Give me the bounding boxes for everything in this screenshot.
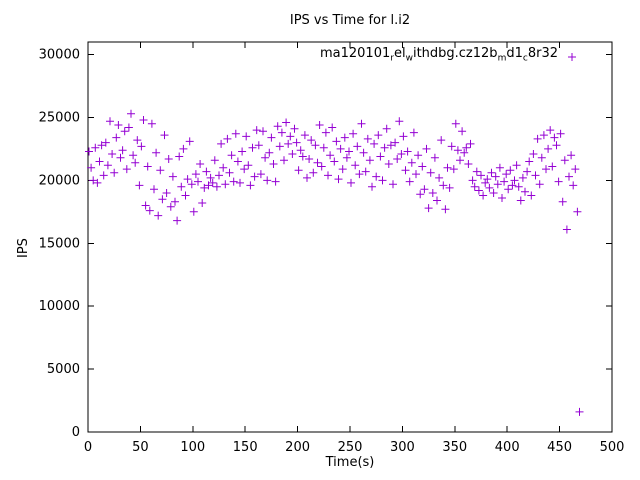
tick-labels: 0 50 100 150 200 250 300 350 400 450 5000500010000… [39, 48, 625, 455]
x-tick-label: 150 [233, 440, 258, 455]
x-tick-label: 450 [547, 440, 572, 455]
y-tick-label: 0 [72, 425, 80, 440]
x-tick-label: 100 [180, 440, 205, 455]
plot-border [87, 41, 613, 433]
y-tick-label: 30000 [39, 48, 80, 63]
x-axis-label: Time(s) [325, 455, 375, 470]
x-tick-label: 350 [442, 440, 467, 455]
y-axis-label: IPS [16, 238, 31, 258]
y-tick-label: 5000 [47, 362, 80, 377]
x-tick-label: 0 [84, 440, 92, 455]
x-tick-label: 500 [600, 440, 625, 455]
y-tick-label: 10000 [39, 299, 80, 314]
x-tick-label: 50 [132, 440, 149, 455]
x-tick-label: 300 [390, 440, 415, 455]
y-tick-label: 15000 [39, 236, 80, 251]
chart-title: IPS vs Time for l.i2 [289, 13, 411, 28]
x-tick-label: 400 [495, 440, 520, 455]
y-tick-label: 20000 [39, 173, 80, 188]
x-tick-label: 200 [285, 440, 310, 455]
legend: ma120101relwithdbg.cz12bmd1c8r32 [320, 46, 558, 64]
data-points [85, 109, 584, 416]
tick-marks [87, 42, 613, 433]
x-tick-label: 250 [338, 440, 363, 455]
legend-label: ma120101relwithdbg.cz12bmd1c8r32 [319, 46, 558, 64]
legend-marker-plus-icon [568, 53, 576, 61]
y-tick-label: 25000 [39, 110, 80, 125]
